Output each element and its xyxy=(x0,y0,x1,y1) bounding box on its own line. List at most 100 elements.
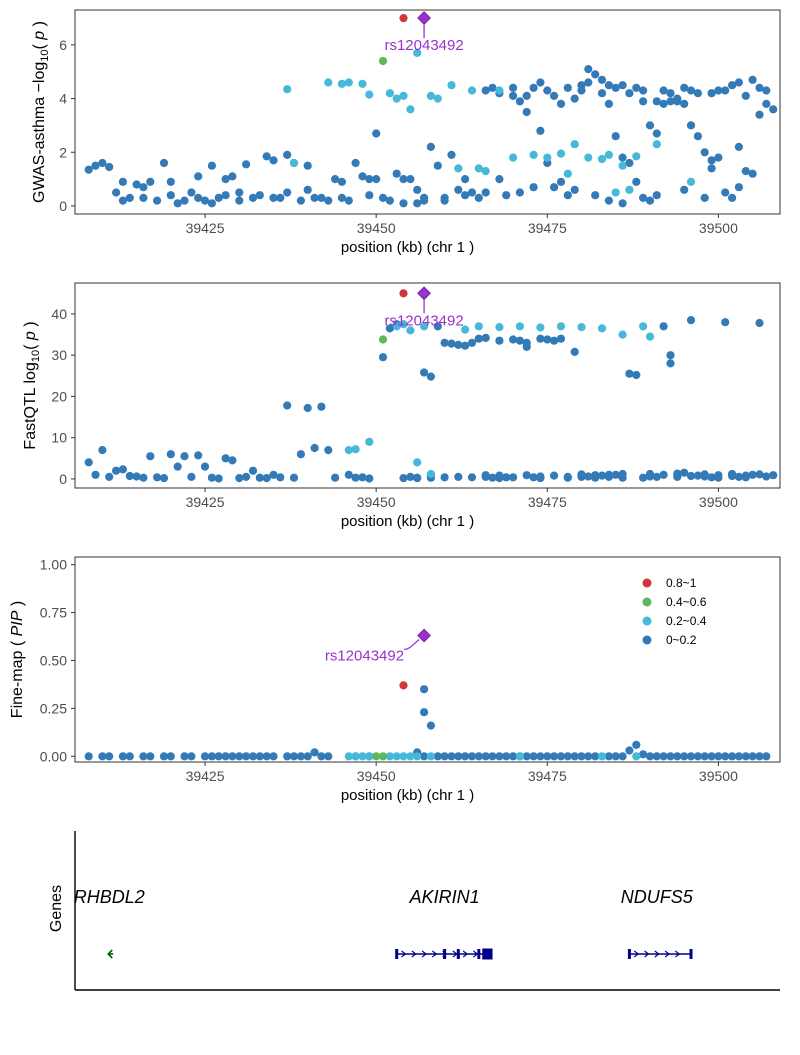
data-point xyxy=(755,318,764,328)
y-label-post: ) xyxy=(31,21,48,31)
data-point xyxy=(495,323,504,332)
data-point xyxy=(365,175,374,184)
data-point xyxy=(693,89,703,98)
y-tick-label: 4 xyxy=(59,91,67,107)
data-point xyxy=(515,97,525,106)
data-point xyxy=(125,752,134,761)
data-point xyxy=(597,471,607,480)
data-point xyxy=(680,185,689,194)
data-point xyxy=(618,81,627,90)
data-point xyxy=(296,752,305,761)
data-point xyxy=(358,172,367,181)
data-point xyxy=(214,752,223,761)
data-point xyxy=(632,83,641,92)
gene-name-label: NDUFS5 xyxy=(621,887,694,907)
data-point xyxy=(180,752,189,761)
data-point xyxy=(508,91,518,100)
data-point xyxy=(378,56,388,66)
data-point xyxy=(515,752,525,761)
strand-arrow xyxy=(411,950,417,958)
data-point xyxy=(358,752,367,761)
data-point xyxy=(755,470,764,479)
data-point xyxy=(734,142,744,151)
data-point xyxy=(324,196,333,205)
data-point xyxy=(159,158,169,168)
data-point xyxy=(214,474,223,483)
data-point xyxy=(351,752,360,761)
data-point xyxy=(502,473,511,482)
data-point xyxy=(645,121,655,130)
data-point xyxy=(618,153,627,162)
x-tick-label: 39500 xyxy=(699,768,738,784)
data-point xyxy=(597,752,607,761)
lead-snp-marker xyxy=(417,286,431,301)
data-point xyxy=(365,474,374,483)
data-point xyxy=(194,193,203,202)
data-point xyxy=(721,188,730,197)
y-tick-label: 40 xyxy=(51,306,67,322)
data-point xyxy=(467,86,477,95)
data-point xyxy=(118,465,127,474)
data-point xyxy=(529,83,538,92)
panel-gwas: 39425 39450 39475 39500 0 2 4 6 position (kb) (c… xyxy=(31,9,781,256)
data-point xyxy=(536,126,545,135)
data-point xyxy=(748,752,757,761)
data-point xyxy=(680,752,689,761)
data-point xyxy=(604,470,614,479)
data-point xyxy=(420,685,429,694)
lead-snp-marker xyxy=(417,11,431,25)
data-point xyxy=(707,473,716,482)
data-point xyxy=(399,14,408,23)
data-point xyxy=(632,152,641,161)
data-point xyxy=(310,193,319,202)
data-point xyxy=(522,752,531,761)
data-point xyxy=(474,322,483,331)
data-point xyxy=(187,188,196,197)
y-tick-label: 20 xyxy=(51,388,67,404)
data-point xyxy=(84,165,93,174)
data-point xyxy=(556,752,566,761)
data-point xyxy=(741,752,750,761)
data-point xyxy=(741,91,750,100)
data-point xyxy=(625,746,634,755)
data-point xyxy=(440,338,449,347)
data-point xyxy=(420,368,429,377)
data-point xyxy=(296,450,305,459)
data-point xyxy=(420,752,429,761)
data-point xyxy=(666,752,675,761)
data-point xyxy=(433,752,442,761)
data-point xyxy=(153,473,162,482)
gene-name-label: RHBDL2 xyxy=(74,887,145,907)
data-point xyxy=(652,191,661,200)
y-tick-label: 10 xyxy=(51,430,67,446)
data-point xyxy=(625,158,634,168)
data-point xyxy=(693,132,703,141)
data-point xyxy=(378,335,388,344)
x-tick-label: 39425 xyxy=(186,220,225,236)
data-point xyxy=(570,140,579,149)
legend-swatch xyxy=(642,597,652,607)
legend-swatch xyxy=(642,578,652,588)
data-point xyxy=(556,322,566,331)
data-point xyxy=(508,752,518,761)
data-point xyxy=(331,473,340,482)
lead-snp-label: rs12043492 xyxy=(384,312,463,329)
data-point xyxy=(652,97,661,106)
data-point xyxy=(659,470,668,479)
data-point xyxy=(474,193,483,202)
lead-label-connector xyxy=(404,639,420,651)
data-point xyxy=(454,752,463,761)
data-point xyxy=(467,338,477,347)
data-point xyxy=(248,466,258,475)
data-point xyxy=(392,322,401,331)
data-point xyxy=(604,81,614,90)
data-point xyxy=(659,322,668,331)
exon xyxy=(627,949,631,959)
panel-eqtl: 39425 39450 39475 39500 0 10 20 30 40 position (k… xyxy=(22,282,781,530)
data-point xyxy=(700,752,709,761)
data-point xyxy=(413,474,422,483)
data-point xyxy=(536,752,545,761)
data-point xyxy=(221,191,230,200)
data-point xyxy=(84,752,93,761)
y-axis-label: Fine-map ( PIP ) xyxy=(9,601,26,718)
